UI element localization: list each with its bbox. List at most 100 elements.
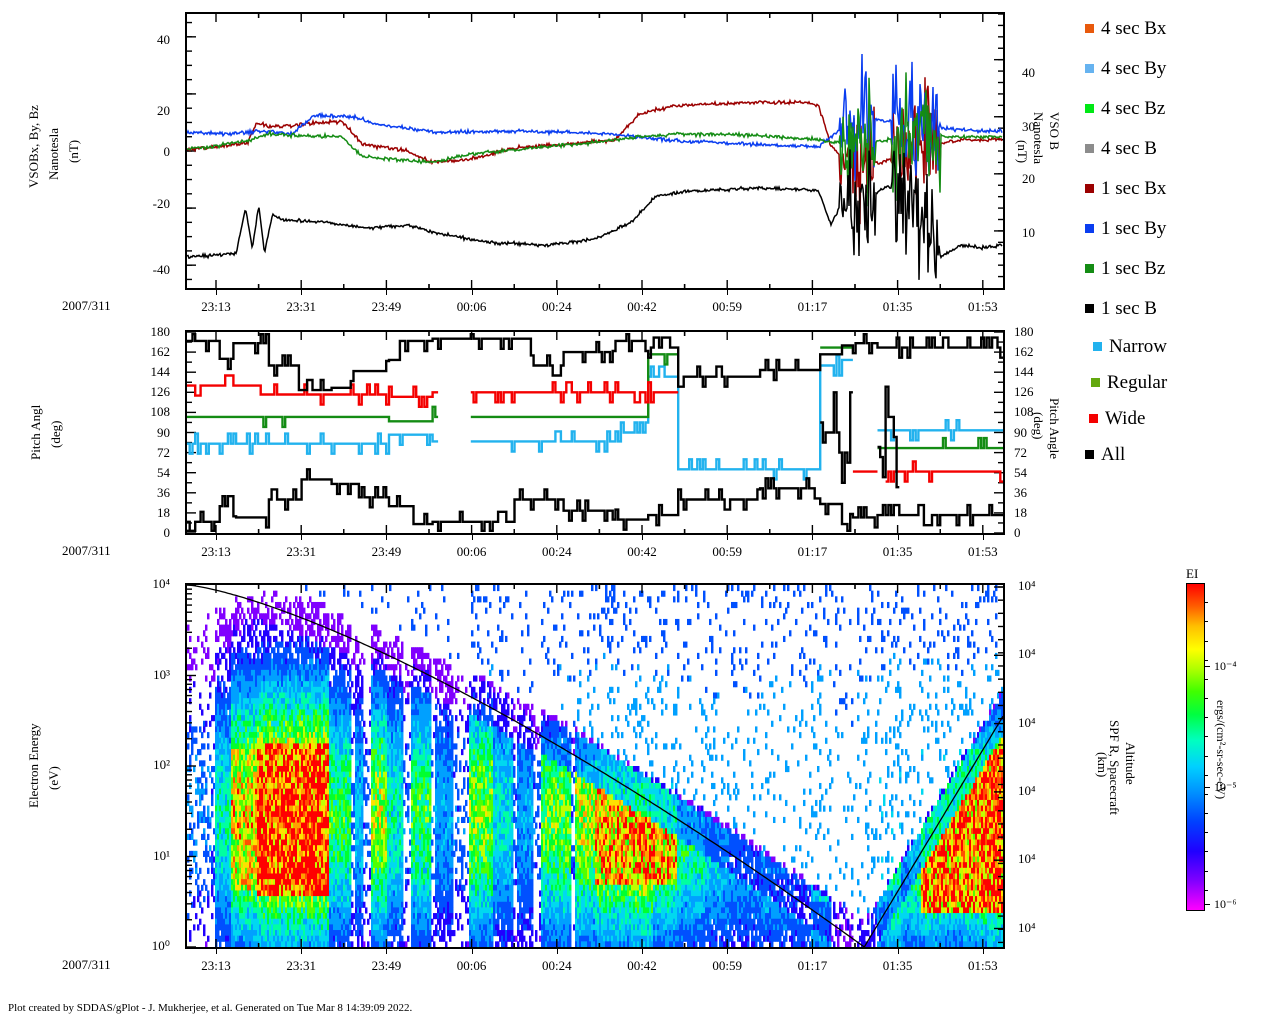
colorbar-minor-tick xyxy=(1204,736,1208,738)
legend-item[interactable]: 4 sec B xyxy=(1085,128,1275,168)
legend-item-label: Wide xyxy=(1105,407,1146,429)
colorbar-minor-tick xyxy=(1204,774,1208,776)
legend-item[interactable]: Narrow xyxy=(1085,328,1275,364)
colorbar-minor-tick xyxy=(1204,793,1208,795)
mag-ylabel-left-2: Nanotesla xyxy=(46,128,61,180)
legend-item[interactable]: 1 sec Bz xyxy=(1085,248,1275,288)
electron-spectrogram-panel xyxy=(185,583,1005,949)
pitch-ytick-left: 162 xyxy=(150,344,171,360)
trace-b-1sec xyxy=(187,149,1003,280)
mag-ylabel-right-2: Nanotesla xyxy=(1031,112,1046,164)
legend-item[interactable]: 4 sec Bz xyxy=(1085,88,1275,128)
xtick-label: 01:35 xyxy=(882,299,913,314)
colorbar-minor-tick xyxy=(1204,602,1208,604)
xtick-label: 00:24 xyxy=(541,544,572,559)
xtick-label: 00:59 xyxy=(712,299,742,314)
altitude-trace xyxy=(187,585,1003,947)
colorbar-title: EI xyxy=(1186,566,1199,581)
legend-item[interactable]: All xyxy=(1085,436,1275,472)
xtick-label: 00:06 xyxy=(456,544,487,559)
mag-ylabel-right-units: (nT) xyxy=(1015,140,1030,164)
legend-item-label: 1 sec Bz xyxy=(1101,257,1166,279)
pitch-ytick-left: 0 xyxy=(163,525,171,540)
legend-item[interactable]: 1 sec Bx xyxy=(1085,168,1275,208)
legend: 4 sec Bx 4 sec By 4 sec Bz 4 sec B 1 sec Bx 1… xyxy=(1085,8,1275,472)
magnetic-field-plot xyxy=(187,14,1003,288)
pitch-ytick-right: 162 xyxy=(1014,344,1034,360)
pitch-ytick-right: 126 xyxy=(1014,384,1034,400)
xtick-label: 23:31 xyxy=(286,958,316,973)
colorbar-tick-label: 10⁻⁵ xyxy=(1214,779,1237,794)
colorbar-tick-label: 10⁻⁶ xyxy=(1214,897,1237,912)
legend-swatch-icon xyxy=(1093,341,1102,351)
legend-item-label: 1 sec Bx xyxy=(1101,177,1167,199)
legend-swatch-icon xyxy=(1085,63,1094,73)
xtick-label: 01:53 xyxy=(967,544,998,559)
colorbar-units: ergs/(cm²-sr-sec-eV) xyxy=(1214,700,1228,800)
colorbar-minor-tick xyxy=(1204,678,1208,680)
legend-item[interactable]: Regular xyxy=(1085,364,1275,400)
xtick-label: 23:49 xyxy=(371,958,402,973)
colorbar-minor-tick xyxy=(1204,832,1208,834)
legend-item[interactable]: 4 sec Bx xyxy=(1085,8,1275,48)
pitch-ytick-left: 90 xyxy=(157,424,170,440)
legend-swatch-icon xyxy=(1085,23,1094,33)
spec-ytick-right: 10⁴ xyxy=(1018,782,1036,798)
xtick-label: 00:24 xyxy=(541,958,572,973)
mag-ylabel-left: VSOBx, By, Bz xyxy=(26,105,41,188)
xtick-label: 23:13 xyxy=(201,958,231,973)
xtick-label: 00:06 xyxy=(456,299,487,314)
legend-item-label: 1 sec By xyxy=(1101,217,1167,239)
mag-ytick-left-3: -20 xyxy=(152,196,170,211)
spec-date-label: 2007/311 xyxy=(62,957,111,972)
magnetic-field-panel xyxy=(185,12,1005,290)
spec-ytick-right: 10⁴ xyxy=(1018,646,1036,662)
mag-ytick-right-2: 20 xyxy=(1022,171,1035,186)
mag-ytick-right-0: 40 xyxy=(1022,65,1035,80)
xtick-label: 00:59 xyxy=(712,544,742,559)
trace-pitch-all-noise xyxy=(187,385,1003,532)
xtick-label: 23:49 xyxy=(371,544,402,559)
spec-ytick-left: 10³ xyxy=(153,666,170,682)
legend-swatch-icon xyxy=(1085,303,1094,313)
mag-ytick-right-3: 10 xyxy=(1022,225,1035,240)
pitch-angle-panel xyxy=(185,330,1005,535)
trace-pitch-wide xyxy=(187,374,1003,483)
xtick-label: 00:59 xyxy=(712,958,742,973)
trace-bx-1sec xyxy=(187,77,1003,225)
colorbar-minor-tick xyxy=(1204,813,1208,815)
pitch-ytick-right: 0 xyxy=(1014,525,1021,540)
colorbar-tick-label: 10⁻⁴ xyxy=(1214,659,1237,674)
pitch-ytick-left: 144 xyxy=(150,364,171,380)
trace-pitch-all-upper xyxy=(187,333,1003,392)
pitch-ytick-right: 54 xyxy=(1014,464,1027,480)
legend-item[interactable]: 1 sec By xyxy=(1085,208,1275,248)
pitch-ytick-right: 90 xyxy=(1014,424,1027,440)
trace-pitch-narrow xyxy=(187,354,1003,481)
pitch-date-label: 2007/311 xyxy=(62,543,111,558)
colorbar-minor-tick xyxy=(1204,717,1208,719)
spec-ylabel-left-units: (eV) xyxy=(46,766,61,790)
legend-swatch-icon xyxy=(1085,143,1094,153)
xtick-label: 01:53 xyxy=(967,958,998,973)
colorbar-tick-mark xyxy=(1204,786,1210,788)
colorbar-tick-mark xyxy=(1204,904,1210,906)
legend-item[interactable]: 1 sec B xyxy=(1085,288,1275,328)
legend-swatch-icon xyxy=(1089,413,1098,423)
legend-item[interactable]: Wide xyxy=(1085,400,1275,436)
xtick-label: 00:06 xyxy=(456,958,487,973)
pitch-ytick-right: 72 xyxy=(1014,444,1027,460)
mag-ytick-left-0: 40 xyxy=(157,32,170,47)
pitch-ytick-left: 126 xyxy=(150,384,171,400)
mag-ylabel-right: VSO B xyxy=(1047,112,1062,150)
trace-pitch-regular xyxy=(187,346,1003,450)
pitch-ylabel-right-units: (deg) xyxy=(1031,412,1046,440)
spec-ytick-left: 10⁴ xyxy=(152,576,170,591)
spec-ytick-right: 10⁴ xyxy=(1018,578,1036,593)
legend-item-label: 1 sec B xyxy=(1101,297,1157,319)
spec-ytick-right: 10⁴ xyxy=(1018,714,1036,730)
legend-swatch-icon xyxy=(1085,183,1094,193)
spec-ytick-right: 10⁴ xyxy=(1018,919,1036,935)
legend-item[interactable]: 4 sec By xyxy=(1085,48,1275,88)
pitch-ytick-left: 54 xyxy=(157,464,170,480)
